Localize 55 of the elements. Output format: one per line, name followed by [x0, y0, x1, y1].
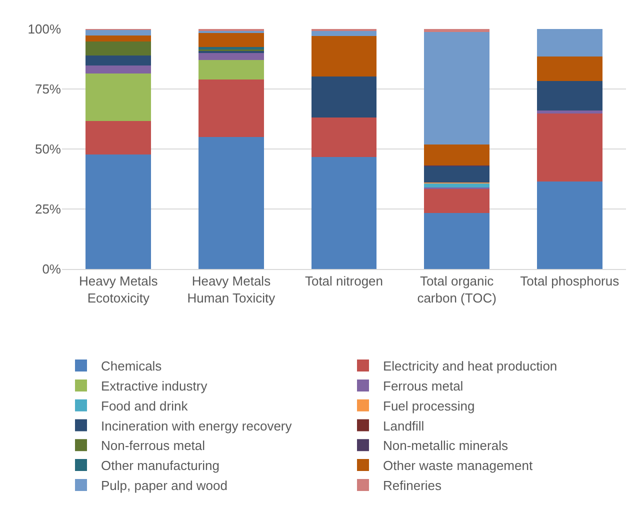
bar — [424, 183, 490, 188]
bar — [424, 212, 490, 269]
x-tick-label: Total nitrogen — [304, 274, 384, 289]
x-tick-label: Total phosphorus — [520, 274, 620, 289]
legend-label: Landfill — [383, 418, 424, 434]
bar — [86, 74, 152, 121]
bar — [86, 30, 152, 36]
bar — [198, 137, 264, 269]
bar — [86, 36, 152, 42]
bar — [536, 56, 602, 82]
bar — [536, 181, 602, 269]
legend-label: Non-ferrous metal — [101, 438, 206, 454]
bar — [86, 41, 152, 56]
bar — [86, 66, 152, 74]
bar — [198, 79, 264, 137]
bar — [536, 29, 602, 56]
legend-label: Ferrous metal — [383, 378, 464, 394]
bar — [424, 144, 490, 166]
legend-label: Other waste management — [383, 458, 533, 474]
bar — [198, 60, 264, 80]
bar — [424, 189, 490, 213]
bar — [198, 33, 264, 48]
bar — [311, 157, 377, 269]
legend-label: Refineries — [383, 478, 442, 494]
x-tick-label: Total organic carbon (TOC) — [417, 274, 496, 306]
bar — [536, 81, 602, 110]
y-tick-label: 75% — [34, 82, 62, 97]
y-tick-label: 100% — [28, 22, 62, 37]
bar — [311, 31, 377, 36]
legend-label: Fuel processing — [383, 398, 475, 414]
bar — [86, 154, 152, 269]
legend-label: Food and drink — [101, 398, 188, 414]
legend-label: Pulp, paper and wood — [101, 478, 228, 494]
bar — [311, 118, 377, 158]
bar — [86, 120, 152, 154]
legend-label: Non-metallic minerals — [383, 438, 508, 454]
bar — [311, 36, 377, 77]
bar — [424, 29, 490, 32]
y-tick-label: 0% — [42, 262, 62, 277]
x-tick-label: Heavy Metals Human Toxicity — [187, 274, 276, 306]
bar — [424, 32, 490, 145]
legend-label: Incineration with energy recovery — [101, 418, 292, 434]
bar — [311, 76, 377, 118]
legend-label: Extractive industry — [101, 378, 208, 394]
bar — [198, 52, 264, 60]
y-tick-label: 50% — [34, 142, 62, 157]
x-tick-label: Heavy Metals Ecotoxicity — [79, 274, 158, 306]
bar — [86, 55, 152, 66]
bar — [536, 114, 602, 182]
y-tick-label: 25% — [34, 202, 62, 217]
bar — [424, 166, 490, 182]
legend-label: Other manufacturing — [101, 458, 220, 474]
legend-label: Chemicals — [101, 358, 162, 374]
bar — [198, 47, 264, 50]
legend-label: Electricity and heat production — [383, 358, 558, 374]
